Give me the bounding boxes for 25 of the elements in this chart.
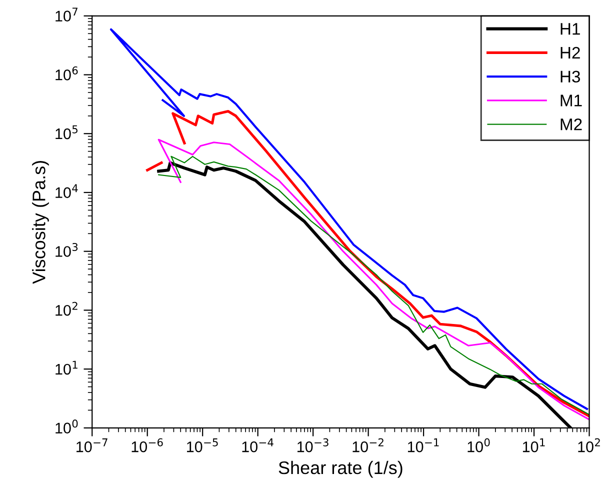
x-tick-label: 10$^{−7}$ (76, 438, 108, 452)
x-tick-label: 10$^{−6}$ (132, 438, 163, 452)
y-tick-label: 10$^{3}$ (56, 242, 78, 257)
x-tick-label: 10$^{0}$ (468, 438, 490, 452)
y-tick-label: 10$^{0}$ (56, 420, 78, 434)
y-tick-label: 10$^{5}$ (56, 125, 78, 140)
legend-label: H3 (560, 70, 580, 83)
x-tick-label: 10$^{−2}$ (352, 438, 384, 452)
x-tick-label: 10$^{−1}$ (408, 438, 439, 452)
legend-label: M2 (560, 118, 582, 130)
x-tick-label: 10$^{−5}$ (187, 438, 218, 452)
y-tick-label: 10$^{7}$ (56, 8, 78, 22)
y-tick-label: 10$^{1}$ (56, 360, 78, 375)
x-tick-label: 10$^{−4}$ (242, 438, 274, 452)
y-axis-title: Viscosity (Pa.s) (32, 160, 49, 284)
y-tick-label: 10$^{4}$ (56, 184, 78, 198)
x-tick-label: 10$^{2}$ (578, 438, 600, 452)
x-tick-label: 10$^{−3}$ (298, 438, 328, 452)
y-tick-label: 10$^{2}$ (56, 302, 78, 316)
y-tick-label: 10$^{6}$ (56, 66, 78, 80)
legend-label: M1 (560, 94, 582, 106)
x-tick-label: 10$^{1}$ (522, 438, 545, 452)
legend-label: H1 (560, 23, 580, 35)
x-axis-title: Shear rate (1/s) (278, 460, 402, 478)
legend-label: H2 (560, 46, 580, 59)
